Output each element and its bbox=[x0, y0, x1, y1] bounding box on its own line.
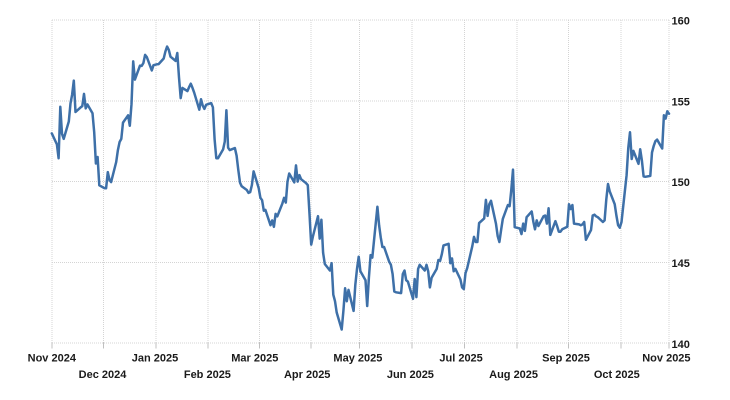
svg-text:Nov 2025: Nov 2025 bbox=[642, 353, 690, 365]
svg-text:Apr 2025: Apr 2025 bbox=[284, 369, 330, 381]
svg-text:Dec 2024: Dec 2024 bbox=[79, 369, 128, 381]
svg-text:Jun 2025: Jun 2025 bbox=[387, 369, 434, 381]
svg-text:150: 150 bbox=[672, 177, 690, 189]
svg-text:Aug 2025: Aug 2025 bbox=[489, 369, 538, 381]
svg-text:145: 145 bbox=[672, 258, 690, 270]
svg-text:160: 160 bbox=[672, 16, 690, 28]
svg-text:140: 140 bbox=[672, 339, 690, 351]
svg-text:May 2025: May 2025 bbox=[333, 353, 382, 365]
svg-text:Feb 2025: Feb 2025 bbox=[184, 369, 231, 381]
svg-text:Jul 2025: Jul 2025 bbox=[439, 353, 482, 365]
svg-text:Nov 2024: Nov 2024 bbox=[28, 353, 77, 365]
svg-text:Jan 2025: Jan 2025 bbox=[132, 353, 178, 365]
svg-text:Sep 2025: Sep 2025 bbox=[542, 353, 590, 365]
svg-text:Oct 2025: Oct 2025 bbox=[594, 369, 640, 381]
svg-text:155: 155 bbox=[672, 96, 690, 108]
svg-text:Mar 2025: Mar 2025 bbox=[231, 353, 278, 365]
